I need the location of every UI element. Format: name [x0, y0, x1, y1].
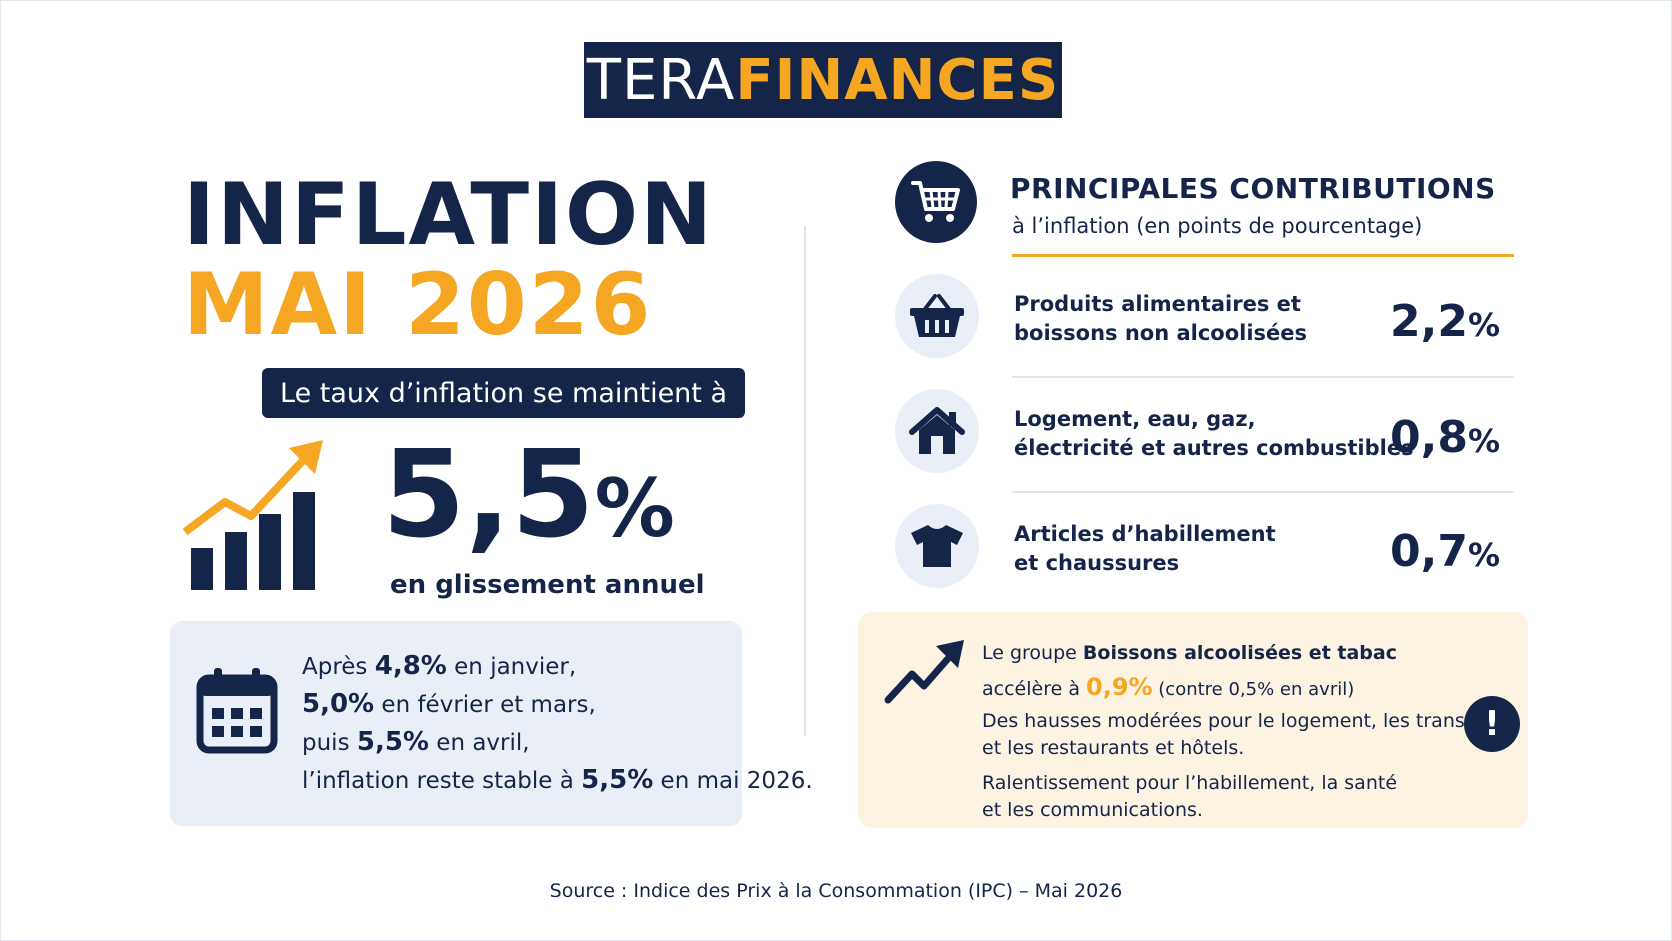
title-underline	[1012, 254, 1514, 257]
row-separator-1	[1012, 376, 1514, 378]
shopping-cart-icon	[911, 181, 960, 222]
source-caption: Source : Indice des Prix à la Consommati…	[549, 880, 1123, 902]
cart-badge	[895, 161, 977, 243]
house-icon	[909, 407, 965, 454]
trend-up-icon	[884, 640, 964, 704]
history-panel	[170, 621, 742, 826]
inflation-rate: 5,5%	[382, 436, 675, 556]
inflation-rate-value: 5,5	[382, 426, 595, 565]
bar-4	[293, 492, 315, 590]
tshirt-icon	[911, 525, 963, 567]
headline-line-2: MAI 2026	[183, 255, 653, 355]
row-2-value: 0,8%	[1390, 412, 1501, 463]
row-1-label: Produits alimentaires et boissons non al…	[1014, 292, 1308, 345]
note-line-2: accélère à 0,9% (contre 0,5% en avril)	[982, 673, 1355, 701]
headline-line-1: INFLATION	[183, 165, 715, 265]
calendar-icon	[196, 668, 278, 754]
inflation-rate-caption: en glissement annuel	[390, 570, 705, 600]
note-line-4: Ralentissement pour l’habillement, la sa…	[982, 772, 1398, 821]
logo-part-2: FINANCES	[735, 47, 1060, 113]
intro-pill-text: Le taux d’inflation se maintient à	[280, 377, 728, 409]
row-3-icon-badge	[895, 504, 979, 588]
note-panel	[858, 612, 1528, 828]
logo-part-1: TERA	[586, 47, 736, 113]
history-line-4: l’inflation reste stable à 5,5% en mai 2…	[302, 765, 813, 795]
contributions-subtitle: à l’inflation (en points de pourcentage)	[1012, 214, 1423, 238]
row-2-label: Logement, eau, gaz, électricité et autre…	[1014, 407, 1414, 460]
alert-icon: !	[1464, 696, 1520, 752]
row-2-icon-badge	[895, 389, 979, 473]
history-line-3: puis 5,5% en avril,	[302, 727, 530, 757]
basket-icon	[910, 294, 964, 337]
row-separator-2	[1012, 491, 1514, 493]
history-line-1: Après 4,8% en janvier,	[302, 651, 577, 681]
bar-2	[225, 532, 247, 590]
note-line-1: Le groupe Boissons alcoolisées et tabac	[982, 642, 1397, 664]
contributions-title: PRINCIPALES CONTRIBUTIONS	[1010, 172, 1496, 205]
trend-line	[183, 451, 312, 536]
note-line-3: Des hausses modérées pour le logement, l…	[982, 710, 1514, 759]
row-1-value: 2,2%	[1390, 296, 1501, 347]
history-text: Après 4,8% en janvier, 5,0% en février e…	[302, 648, 813, 800]
row-1-icon-badge	[895, 274, 979, 358]
note-lines-1-2: Le groupe Boissons alcoolisées et tabac …	[982, 636, 1397, 707]
history-line-2: 5,0% en février et mars,	[302, 689, 596, 719]
bar-1	[191, 548, 213, 590]
bar-3	[259, 514, 281, 590]
rising-bars-icon	[183, 440, 323, 590]
brand-logo: TERA FINANCES	[584, 42, 1062, 118]
row-3-label: Articles d’habillement et chaussures	[1014, 522, 1276, 575]
row-3-value: 0,7%	[1390, 526, 1501, 577]
intro-pill: Le taux d’inflation se maintient à	[262, 368, 746, 418]
column-divider	[804, 226, 806, 736]
trend-arrowhead	[289, 440, 323, 474]
inflation-rate-unit: %	[594, 462, 675, 555]
